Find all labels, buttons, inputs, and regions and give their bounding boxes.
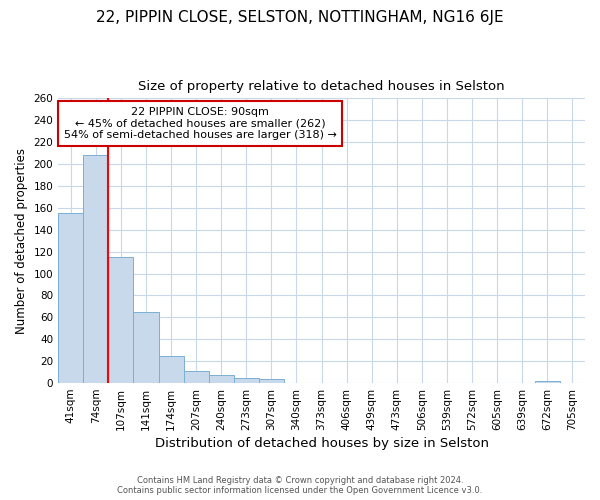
Text: 22, PIPPIN CLOSE, SELSTON, NOTTINGHAM, NG16 6JE: 22, PIPPIN CLOSE, SELSTON, NOTTINGHAM, N…: [96, 10, 504, 25]
Bar: [209, 376, 234, 383]
Bar: [259, 378, 284, 383]
Bar: [58, 214, 83, 383]
Bar: [234, 378, 259, 383]
Text: 22 PIPPIN CLOSE: 90sqm
← 45% of detached houses are smaller (262)
54% of semi-de: 22 PIPPIN CLOSE: 90sqm ← 45% of detached…: [64, 107, 337, 140]
Bar: [109, 257, 133, 383]
Bar: [83, 156, 109, 383]
Title: Size of property relative to detached houses in Selston: Size of property relative to detached ho…: [138, 80, 505, 93]
X-axis label: Distribution of detached houses by size in Selston: Distribution of detached houses by size …: [155, 437, 488, 450]
Bar: [158, 356, 184, 383]
Y-axis label: Number of detached properties: Number of detached properties: [15, 148, 28, 334]
Bar: [184, 371, 209, 383]
Bar: [535, 381, 560, 383]
Text: Contains HM Land Registry data © Crown copyright and database right 2024.
Contai: Contains HM Land Registry data © Crown c…: [118, 476, 482, 495]
Bar: [133, 312, 158, 383]
